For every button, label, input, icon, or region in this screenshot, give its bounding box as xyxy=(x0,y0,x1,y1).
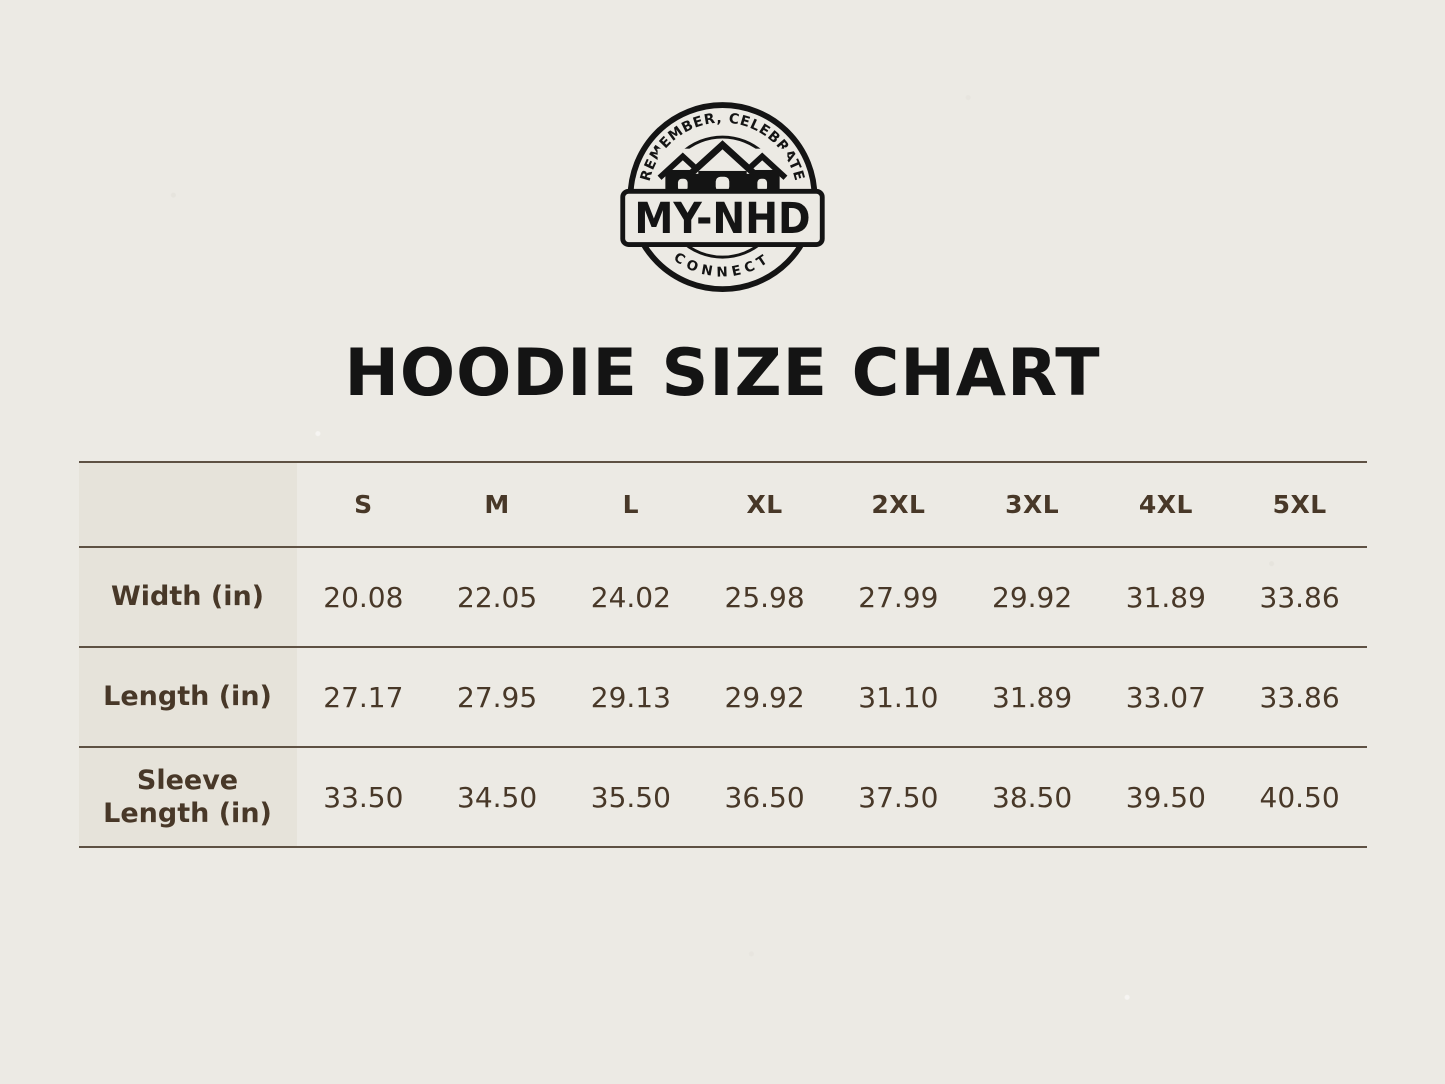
sleeve-value-3xl: 38.50 xyxy=(992,780,1073,814)
sleeve-value-m: 34.50 xyxy=(457,780,538,814)
corner-cell xyxy=(78,463,297,547)
sleeve-value-2xl: 37.50 xyxy=(858,780,939,814)
width-value-m: 22.05 xyxy=(457,580,538,614)
length-value-m: 27.95 xyxy=(457,680,538,714)
page-title: HOODIE SIZE CHART xyxy=(344,336,1101,411)
row-label-width: Width (in) xyxy=(78,548,297,647)
sleeve-value-xl: 36.50 xyxy=(724,780,805,814)
size-column-header-4xl: 4XL xyxy=(1138,490,1193,520)
size-column-header-5xl: 5XL xyxy=(1272,490,1327,520)
size-column-header-m: M xyxy=(484,490,510,520)
brand-banner: MY-NHD xyxy=(620,188,825,247)
sleeve-value-l: 35.50 xyxy=(590,780,671,814)
length-value-4xl: 33.07 xyxy=(1125,680,1206,714)
length-value-l: 29.13 xyxy=(590,680,671,714)
brand-name-text: MY-NHD xyxy=(634,194,810,244)
length-value-5xl: 33.86 xyxy=(1259,680,1340,714)
row-label-sleeve-length: Sleeve Length (in) xyxy=(78,748,297,847)
length-value-xl: 29.92 xyxy=(724,680,805,714)
badge-bottom-arc-label: CONNECT xyxy=(671,249,775,280)
width-value-s: 20.08 xyxy=(323,580,404,614)
sleeve-value-s: 33.50 xyxy=(323,780,404,814)
row-label-length: Length (in) xyxy=(78,648,297,747)
brand-logo: REMEMBER, CELEBRATE xyxy=(615,0,830,300)
houses-icon xyxy=(657,140,788,192)
badge-logo-icon: REMEMBER, CELEBRATE xyxy=(620,102,825,293)
size-column-header-2xl: 2XL xyxy=(871,490,926,520)
length-value-s: 27.17 xyxy=(323,680,404,714)
width-value-l: 24.02 xyxy=(590,580,671,614)
width-value-3xl: 29.92 xyxy=(992,580,1073,614)
sleeve-value-4xl: 39.50 xyxy=(1125,780,1206,814)
length-value-3xl: 31.89 xyxy=(992,680,1073,714)
width-value-2xl: 27.99 xyxy=(858,580,939,614)
sleeve-value-5xl: 40.50 xyxy=(1259,780,1340,814)
size-column-header-3xl: 3XL xyxy=(1005,490,1060,520)
size-column-header-l: L xyxy=(622,490,640,520)
table-row-width: Width (in) 20.08 22.05 24.02 25.98 27.99… xyxy=(78,548,1367,649)
width-value-xl: 25.98 xyxy=(724,580,805,614)
table-row-sleeve-length: Sleeve Length (in) 33.50 34.50 35.50 36.… xyxy=(78,748,1367,849)
length-value-2xl: 31.10 xyxy=(858,680,939,714)
table-row-length: Length (in) 27.17 27.95 29.13 29.92 31.1… xyxy=(78,648,1367,749)
table-header-row: S M L XL 2XL 3XL 4XL 5XL xyxy=(78,461,1367,549)
width-value-4xl: 31.89 xyxy=(1125,580,1206,614)
size-table: S M L XL 2XL 3XL 4XL 5XL Width (in) 20.0… xyxy=(78,461,1367,849)
size-column-header-xl: XL xyxy=(746,490,783,520)
width-value-5xl: 33.86 xyxy=(1259,580,1340,614)
size-column-header-s: S xyxy=(354,490,373,520)
